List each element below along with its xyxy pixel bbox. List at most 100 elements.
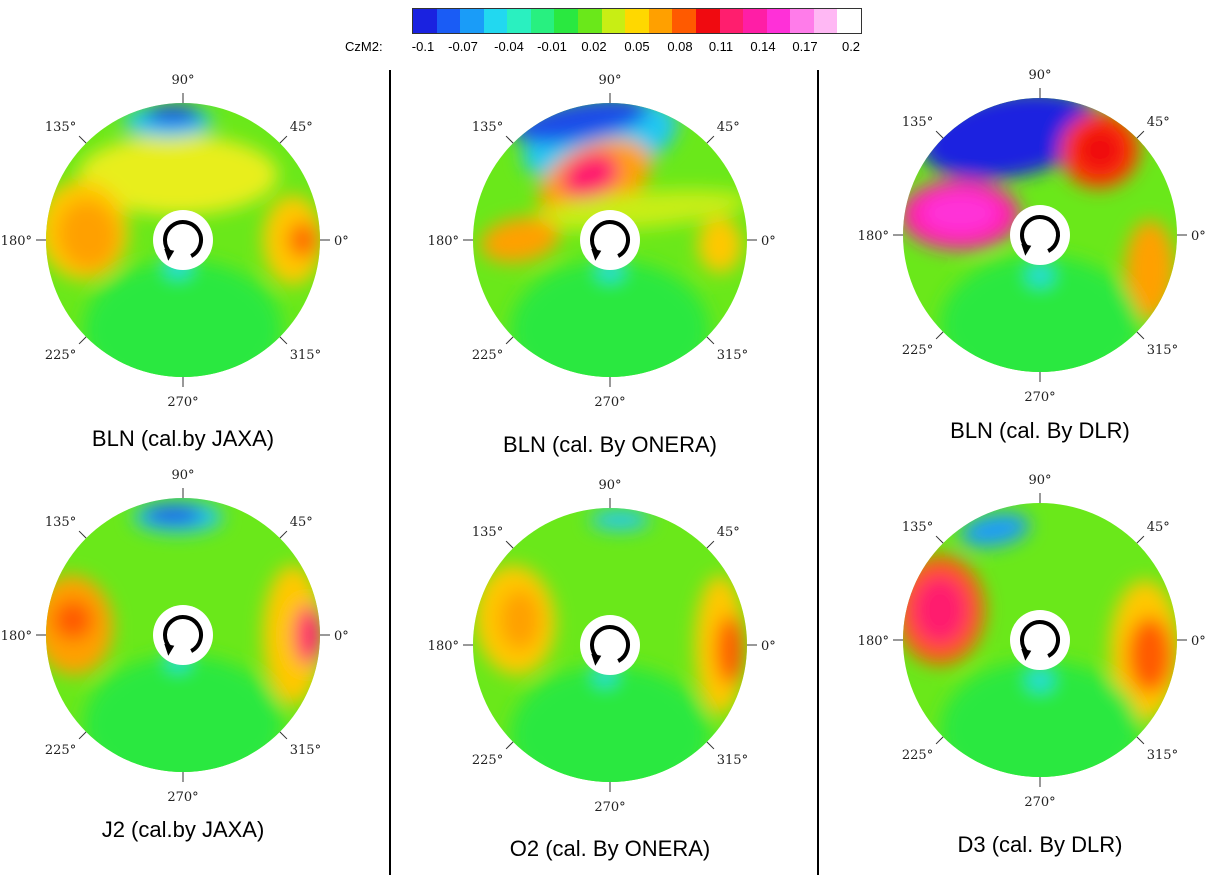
- angle-label: 0°: [761, 234, 776, 249]
- contour-region: [1075, 125, 1125, 175]
- angle-label: 270°: [1024, 390, 1055, 405]
- colorbar-tick-label: 0.05: [624, 39, 650, 54]
- contour-regions: [480, 103, 747, 377]
- angle-label: 45°: [1147, 520, 1170, 535]
- angle-tick: [1136, 736, 1145, 745]
- contour-region: [1128, 617, 1172, 693]
- colorbar-swatch: [695, 9, 720, 33]
- colorbar-label: CzM2:: [345, 39, 383, 54]
- angle-tick: [1136, 535, 1145, 544]
- contour-region: [590, 510, 650, 530]
- colorbar-swatch: [766, 9, 791, 33]
- angle-label: 270°: [594, 800, 625, 815]
- angle-label: 315°: [290, 348, 321, 363]
- contour-region: [263, 565, 320, 705]
- colorbar-tick-label: 0.14: [750, 39, 776, 54]
- contour-region: [83, 260, 283, 377]
- contour-region: [1028, 670, 1052, 690]
- contour-region: [57, 200, 119, 270]
- angle-label: 225°: [902, 343, 933, 358]
- colorbar-tick-label: 0.2: [841, 39, 861, 54]
- contour-region: [168, 650, 188, 670]
- contour-disc: [473, 103, 747, 377]
- rotor-hub: [580, 210, 640, 270]
- panel-caption: BLN (cal.by JAXA): [91, 426, 275, 451]
- angle-label: 0°: [761, 639, 776, 654]
- contour-region: [1125, 220, 1175, 320]
- angle-label: 135°: [902, 520, 933, 535]
- angle-label: 180°: [428, 234, 459, 249]
- contour-region: [510, 260, 710, 377]
- angle-tick: [505, 741, 514, 750]
- angle-label: 180°: [858, 229, 889, 244]
- divider-left: [389, 70, 391, 875]
- angle-label: 45°: [717, 120, 740, 135]
- angle-label: 0°: [1191, 229, 1205, 244]
- colorbar-swatch: [436, 9, 461, 33]
- angle-tick: [505, 540, 514, 549]
- contour-disc: [903, 503, 1177, 777]
- rotation-arrowhead-icon: [591, 248, 602, 261]
- angle-label: 180°: [858, 634, 889, 649]
- angle-label: 270°: [167, 395, 198, 410]
- angle-label: 45°: [290, 515, 313, 530]
- contour-region: [921, 98, 1099, 180]
- angle-label: 135°: [472, 525, 503, 540]
- angle-label: 315°: [717, 753, 748, 768]
- contour-region: [595, 665, 615, 685]
- angle-label: 225°: [472, 348, 503, 363]
- contour-region: [133, 501, 223, 533]
- colorbar-swatch: [719, 9, 744, 33]
- angle-label: 180°: [428, 639, 459, 654]
- rotor-hub: [1010, 205, 1070, 265]
- panel-caption: J2 (cal.by JAXA): [101, 817, 265, 842]
- colorbar-tick-label: -0.04: [494, 39, 524, 54]
- rotation-arrow-icon: [163, 220, 203, 258]
- colorbar-tick-label: 0.08: [667, 39, 693, 54]
- contour-region: [78, 135, 278, 215]
- angle-label: 315°: [717, 348, 748, 363]
- contour-region: [530, 189, 747, 231]
- contour-region: [288, 222, 318, 258]
- contour-region: [920, 191, 1000, 235]
- colorbar-swatch: [578, 9, 602, 33]
- angle-tick: [935, 130, 944, 139]
- angle-tick: [279, 731, 288, 740]
- contour-region: [903, 180, 1020, 250]
- contour-disc: [473, 508, 747, 782]
- angle-label: 225°: [472, 753, 503, 768]
- contour-disc: [903, 98, 1177, 372]
- angle-tick: [279, 530, 288, 539]
- contour-region: [83, 655, 283, 772]
- contour-region: [698, 217, 742, 273]
- angle-label: 45°: [717, 525, 740, 540]
- colorbar-swatch: [790, 9, 814, 33]
- angle-tick: [279, 135, 288, 144]
- colorbar-tick-label: 0.17: [792, 39, 818, 54]
- colorbar-swatch: [625, 9, 649, 33]
- angle-tick: [78, 731, 87, 740]
- contour-region: [561, 151, 619, 199]
- colorbar-tick-label: 0.11: [708, 39, 734, 54]
- rotor-hub: [153, 210, 213, 270]
- angle-label: 90°: [1028, 68, 1051, 83]
- colorbar-swatch: [648, 9, 673, 33]
- angle-tick: [78, 135, 87, 144]
- contour-region: [123, 106, 213, 138]
- contour-region: [294, 605, 320, 665]
- angle-tick: [78, 336, 87, 345]
- contour-regions: [46, 501, 320, 772]
- angle-label: 135°: [902, 115, 933, 130]
- angle-label: 180°: [1, 234, 32, 249]
- angle-label: 45°: [1147, 115, 1170, 130]
- angle-tick: [1136, 331, 1145, 340]
- angle-label: 315°: [1147, 343, 1178, 358]
- angle-label: 90°: [598, 478, 621, 493]
- rotation-arrowhead-icon: [1021, 648, 1032, 661]
- angle-label: 90°: [171, 73, 194, 88]
- contour-region: [500, 590, 540, 650]
- colorbar-swatch: [413, 9, 437, 33]
- angle-label: 270°: [1024, 795, 1055, 810]
- angle-tick: [706, 135, 715, 144]
- rotation-arrow-icon: [1020, 620, 1060, 658]
